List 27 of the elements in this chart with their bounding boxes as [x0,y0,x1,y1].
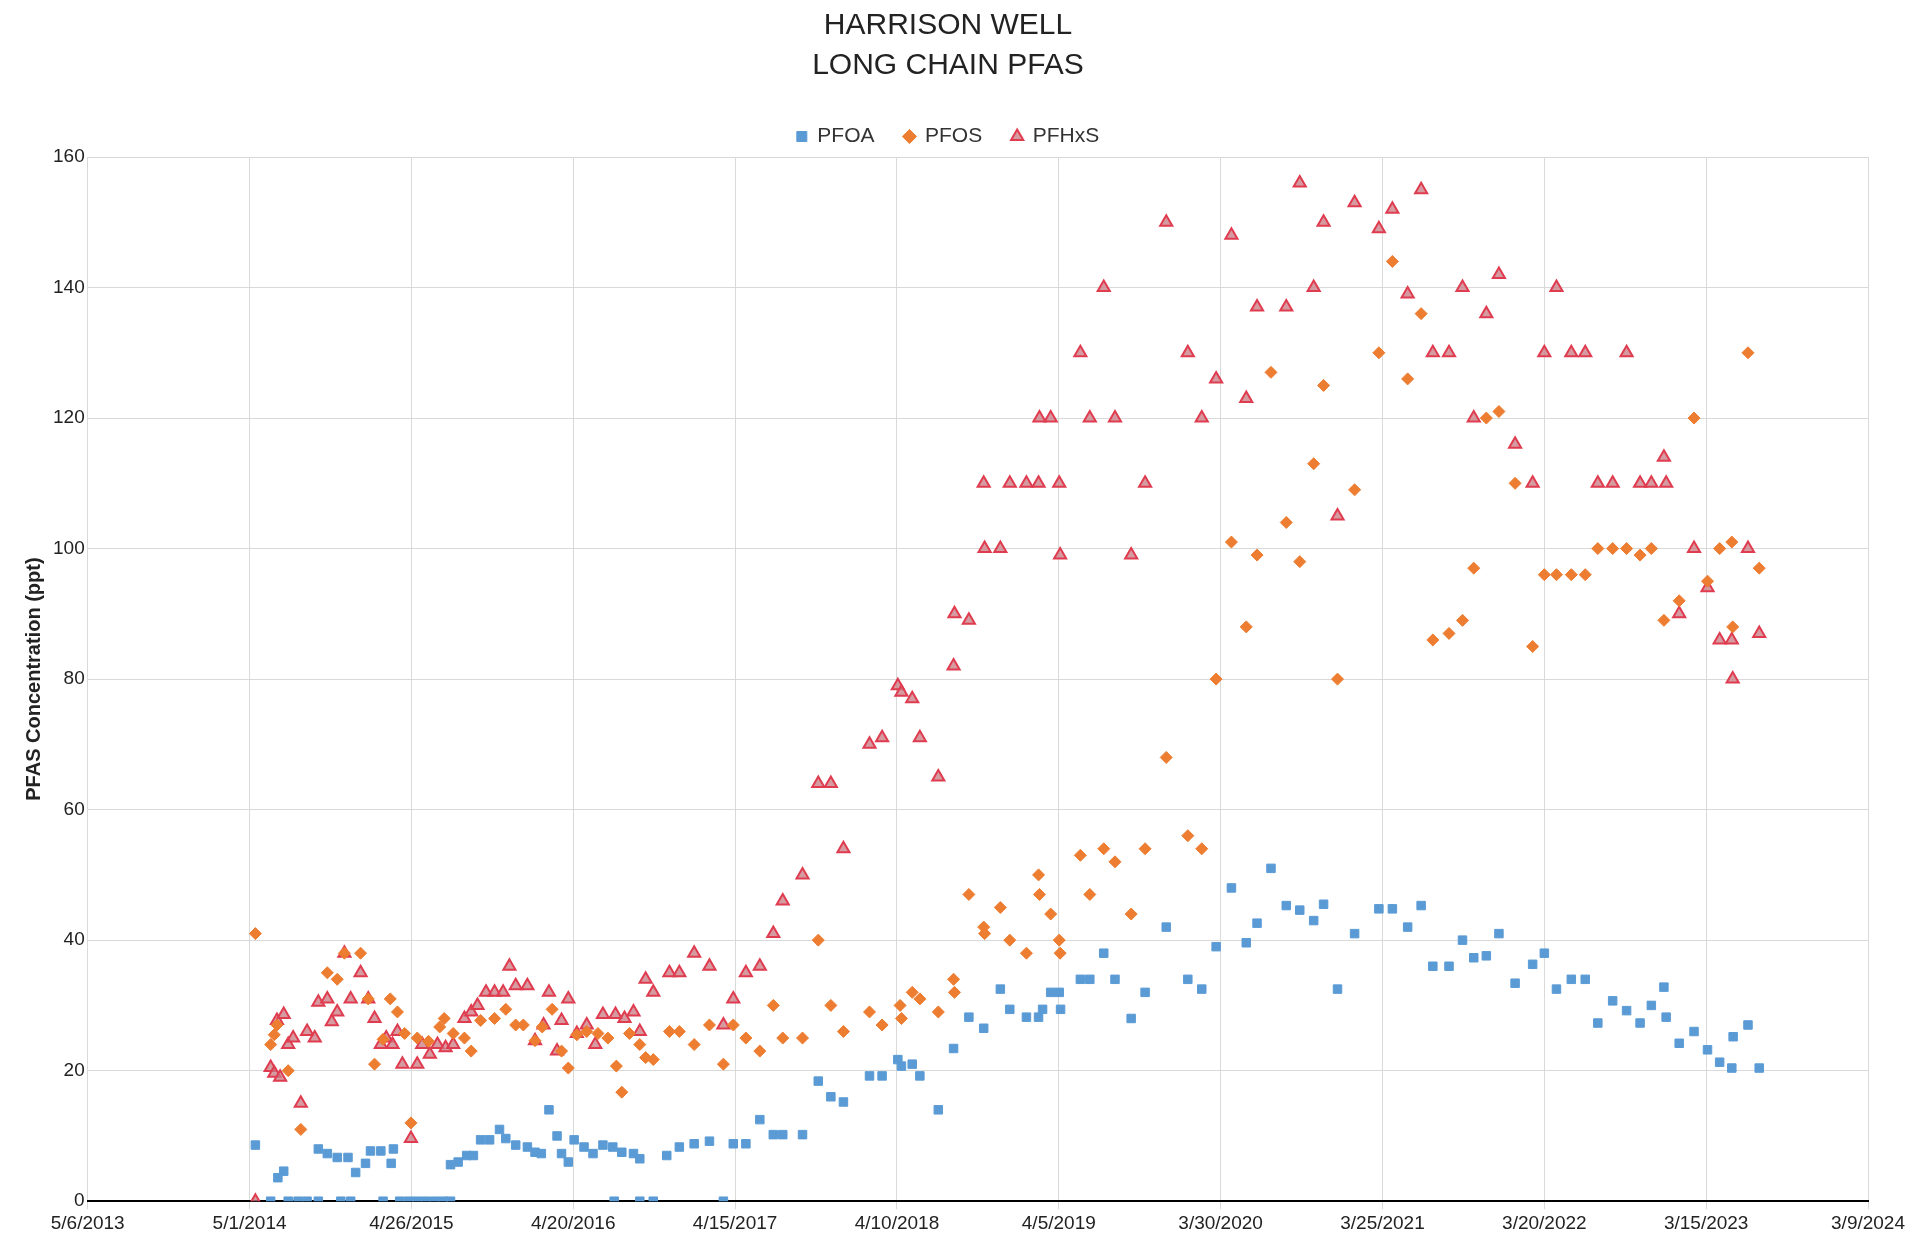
x-tick-label: 4/26/2015 [369,1211,454,1233]
x-tick-label: 4/20/2016 [530,1211,616,1233]
x-tick-label: 3/9/2024 [1831,1211,1906,1233]
y-tick-label: 0 [74,1189,85,1211]
y-tick-label: 140 [53,275,85,297]
y-tick-label: 120 [53,406,85,428]
chart-title: HARRISON WELL [823,7,1073,41]
y-tick-label: 60 [63,797,85,819]
legend-label: PFHxS [1032,123,1100,147]
y-axis-title: PFAS Concentration (ppt) [21,557,44,801]
chart-subtitle: LONG CHAIN PFAS [812,47,1084,81]
y-tick-label: 80 [63,667,85,689]
x-tick-label: 3/30/2020 [1178,1211,1263,1233]
y-tick-label: 160 [53,145,85,167]
y-tick-label: 40 [63,928,85,950]
legend-label: PFOS [925,123,983,147]
legend-label: PFOA [817,123,875,147]
x-tick-label: 3/20/2022 [1502,1211,1587,1233]
x-tick-label: 4/10/2018 [854,1211,940,1233]
y-tick-label: 20 [63,1058,85,1080]
x-tick-label: 5/6/2013 [50,1211,125,1233]
x-tick-label: 4/5/2019 [1021,1211,1096,1233]
y-tick-label: 100 [53,536,85,558]
x-tick-label: 4/15/2017 [692,1211,778,1233]
x-tick-label: 3/15/2023 [1663,1211,1749,1233]
x-tick-label: 5/1/2014 [212,1211,287,1233]
x-tick-label: 3/25/2021 [1340,1211,1425,1233]
